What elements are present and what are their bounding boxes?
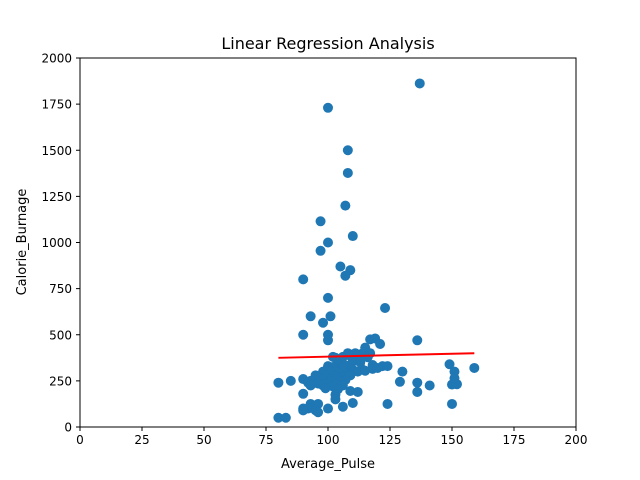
y-tick-label: 750 xyxy=(49,282,72,296)
data-point xyxy=(380,303,391,313)
data-point xyxy=(347,231,358,242)
data-point xyxy=(323,292,333,303)
data-point xyxy=(469,362,480,373)
data-point xyxy=(298,329,309,340)
data-point xyxy=(397,366,408,377)
y-tick-label: 1500 xyxy=(41,144,72,158)
x-tick-label: 175 xyxy=(503,433,526,447)
data-point xyxy=(313,407,324,418)
data-point xyxy=(342,145,353,156)
data-point xyxy=(335,261,346,272)
data-point xyxy=(315,216,326,227)
y-tick-label: 1250 xyxy=(41,190,72,204)
data-point xyxy=(318,317,329,328)
data-point xyxy=(305,380,316,391)
data-point xyxy=(298,274,309,285)
y-tick-label: 0 xyxy=(64,421,72,435)
data-point xyxy=(285,375,296,386)
data-point xyxy=(323,403,333,414)
regression-line xyxy=(278,352,475,359)
y-axis: 0 250 500 750 1000 1250 1500 1750 2000 xyxy=(41,52,80,435)
data-point xyxy=(323,237,333,248)
data-point xyxy=(337,401,348,412)
regression-line-group xyxy=(278,352,475,359)
data-point xyxy=(360,365,371,376)
data-point xyxy=(414,78,425,89)
data-point xyxy=(298,405,309,416)
data-point xyxy=(447,398,457,409)
x-tick-label: 25 xyxy=(134,433,149,447)
data-point xyxy=(347,398,358,409)
data-point xyxy=(345,386,356,397)
data-point xyxy=(315,245,326,256)
data-point xyxy=(412,386,423,397)
data-point xyxy=(372,362,383,373)
data-point xyxy=(444,359,455,370)
data-point xyxy=(273,412,284,423)
data-point xyxy=(412,377,423,388)
x-axis-label: Average_Pulse xyxy=(281,457,375,472)
data-point xyxy=(325,311,336,322)
data-point xyxy=(330,394,341,405)
x-tick-label: 125 xyxy=(379,433,402,447)
x-tick-label: 200 xyxy=(565,433,588,447)
y-tick-label: 1000 xyxy=(41,236,72,250)
data-point xyxy=(382,398,393,409)
data-point xyxy=(280,412,291,423)
data-point xyxy=(347,356,358,367)
data-point xyxy=(375,338,386,349)
data-point xyxy=(323,102,333,113)
data-point xyxy=(340,200,351,211)
x-tick-label: 0 xyxy=(76,433,84,447)
x-tick-label: 50 xyxy=(196,433,211,447)
data-point xyxy=(298,388,309,399)
data-point xyxy=(352,386,363,397)
x-tick-label: 75 xyxy=(258,433,273,447)
data-point xyxy=(320,383,331,394)
y-axis-label: Calorie_Burnage xyxy=(15,189,30,296)
y-tick-label: 1750 xyxy=(41,98,72,112)
data-point xyxy=(352,366,363,377)
data-point xyxy=(382,361,393,372)
scatter-series xyxy=(273,78,480,423)
y-tick-label: 2000 xyxy=(41,52,72,66)
data-point xyxy=(305,311,316,322)
x-tick-label: 150 xyxy=(441,433,464,447)
data-point xyxy=(340,270,351,281)
data-point xyxy=(412,335,423,346)
data-point xyxy=(342,167,353,178)
data-point xyxy=(449,373,460,384)
y-tick-label: 250 xyxy=(49,374,72,388)
y-tick-label: 500 xyxy=(49,328,72,342)
x-tick-label: 100 xyxy=(317,433,340,447)
data-point xyxy=(394,376,405,387)
data-point xyxy=(323,335,333,346)
data-point xyxy=(273,377,284,388)
data-point xyxy=(424,380,435,391)
chart-title: Linear Regression Analysis xyxy=(221,34,434,53)
x-axis: 0 25 50 75 100 125 150 175 200 xyxy=(76,427,587,447)
